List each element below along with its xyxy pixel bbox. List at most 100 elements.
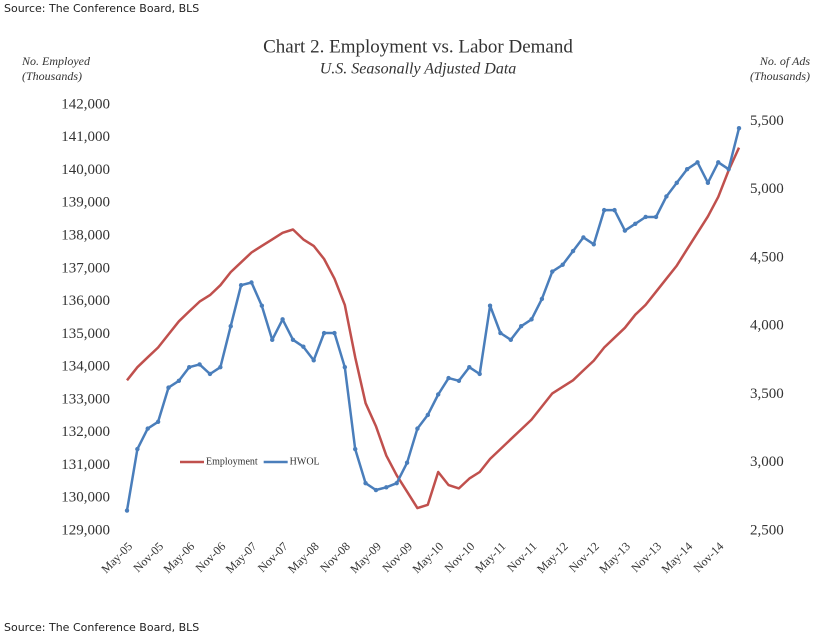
y2-tick-label: 5,000 (750, 181, 784, 197)
chart-subtitle: U.S. Seasonally Adjusted Data (320, 61, 517, 78)
data-point (612, 207, 617, 213)
data-point (135, 446, 140, 452)
data-point (601, 207, 607, 213)
chart-title: Chart 2. Employment vs. Labor Demand (263, 36, 573, 57)
series-line (126, 147, 741, 510)
data-point (633, 221, 638, 226)
x-tick-label: May-08 (285, 539, 322, 576)
series-line (125, 127, 741, 511)
x-tick-label: Nov-10 (442, 539, 478, 575)
x-tick-label: May-06 (161, 539, 198, 576)
y-tick-label: 142,000 (61, 96, 110, 112)
y-tick-label: 131,000 (61, 457, 110, 473)
x-tick-label: May-14 (658, 539, 695, 576)
y-tick-label: 141,000 (61, 129, 110, 145)
data-point (394, 481, 399, 486)
data-point (321, 330, 327, 336)
y-tick-label: 133,000 (61, 391, 110, 407)
data-point (353, 446, 358, 452)
y2-tick-label: 4,000 (750, 318, 784, 334)
data-point (176, 378, 182, 384)
x-tick-label: Nov-07 (255, 539, 291, 575)
x-tick-label: Nov-08 (317, 539, 353, 575)
x-tick-label: Nov-13 (628, 539, 664, 575)
data-point (467, 364, 472, 370)
data-point (384, 485, 389, 490)
data-point (560, 262, 565, 267)
data-point (705, 180, 711, 186)
y-axis-title: No. Employed (21, 54, 91, 68)
data-point (446, 375, 451, 381)
data-point (124, 508, 130, 513)
y-tick-label: 139,000 (61, 195, 110, 211)
data-point (508, 337, 513, 343)
legend-label: Employment (206, 456, 258, 467)
y-axis-title: (Thousands) (22, 69, 82, 83)
data-point (684, 166, 690, 172)
data-point (187, 364, 192, 370)
data-point (259, 303, 265, 308)
y2-tick-label: 4,500 (750, 249, 784, 265)
data-point (155, 419, 161, 424)
data-point (487, 303, 493, 308)
data-point (166, 385, 171, 390)
x-tick-label: Nov-12 (566, 539, 602, 575)
data-point (311, 358, 316, 363)
data-point (726, 166, 731, 172)
y2-tick-label: 3,000 (750, 454, 784, 470)
y-tick-label: 136,000 (61, 293, 110, 309)
x-tick-label: May-09 (347, 539, 384, 576)
data-point (550, 269, 555, 274)
source-bottom: Source: The Conference Board, BLS (4, 621, 199, 634)
x-tick-label: Nov-09 (379, 539, 415, 575)
data-point (218, 364, 223, 370)
x-tick-label: Nov-05 (130, 539, 166, 575)
data-point (270, 337, 275, 343)
legend-label: HWOL (290, 456, 320, 467)
y-tick-label: 137,000 (61, 260, 110, 276)
data-point (238, 283, 244, 288)
data-point (363, 481, 368, 486)
data-point (415, 426, 420, 431)
y-tick-label: 138,000 (61, 228, 110, 244)
x-tick-label: May-10 (409, 539, 446, 576)
data-point (290, 337, 296, 343)
x-tick-label: May-07 (223, 539, 260, 576)
y-tick-label: 140,000 (61, 162, 110, 178)
y2-tick-label: 2,500 (750, 522, 784, 538)
data-point (622, 228, 628, 233)
y2-axis-title: No. of Ads (759, 54, 810, 68)
data-point (695, 160, 700, 165)
data-point (539, 296, 545, 302)
data-point (332, 330, 337, 336)
x-tick-label: May-12 (534, 539, 571, 576)
data-point (425, 412, 431, 418)
data-point (342, 364, 348, 370)
source-top: Source: The Conference Board, BLS (4, 2, 199, 15)
data-point (249, 280, 254, 285)
x-tick-label: May-11 (472, 539, 508, 575)
data-point (373, 487, 379, 493)
data-point (477, 371, 482, 377)
x-tick-label: May-13 (596, 539, 633, 576)
y2-axis-title: (Thousands) (750, 69, 810, 83)
data-point (643, 214, 648, 220)
x-tick-label: Nov-06 (193, 539, 229, 575)
data-point (404, 460, 410, 465)
y-tick-label: 135,000 (61, 326, 110, 342)
y-tick-label: 130,000 (61, 490, 110, 506)
data-point (736, 126, 742, 131)
data-point (145, 426, 150, 431)
data-point (207, 371, 213, 377)
data-point (591, 242, 596, 247)
data-point (653, 214, 659, 220)
x-tick-label: Nov-11 (504, 539, 540, 575)
y2-tick-label: 3,500 (750, 386, 784, 402)
data-point (498, 330, 503, 336)
y-tick-label: 129,000 (61, 522, 110, 538)
data-point (518, 323, 524, 329)
data-point (280, 317, 285, 322)
data-point (570, 248, 576, 254)
data-point (456, 378, 462, 384)
